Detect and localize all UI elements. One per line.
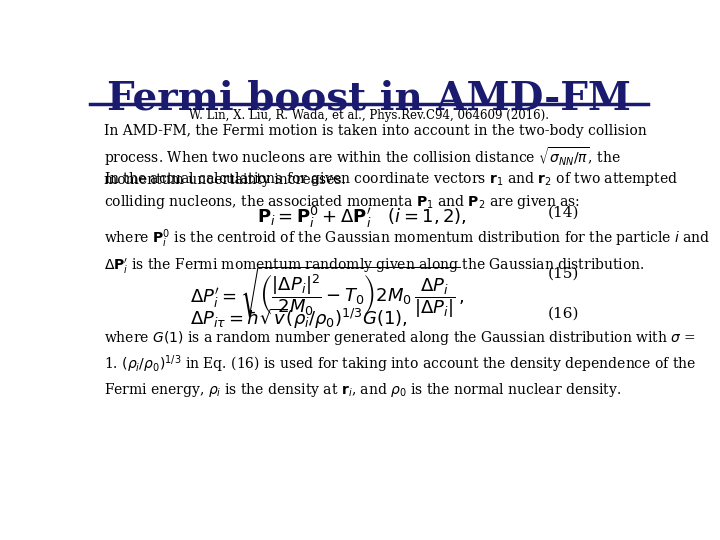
Text: In the actual calculations for given coordinate vectors $\mathbf{r}_1$ and $\mat: In the actual calculations for given coo… xyxy=(104,170,678,212)
Text: (16): (16) xyxy=(547,307,579,321)
Text: $\mathbf{P}_i = \mathbf{P}^0_i + \Delta\mathbf{P}^{\prime}_i \quad (i = 1, 2),$: $\mathbf{P}_i = \mathbf{P}^0_i + \Delta\… xyxy=(258,205,467,231)
Text: where $G(1)$ is a random number generated along the Gaussian distribution with $: where $G(1)$ is a random number generate… xyxy=(104,329,696,399)
Text: Fermi boost in AMD-FM: Fermi boost in AMD-FM xyxy=(107,79,631,117)
Text: $\Delta P_{i\tau} = \hbar\sqrt{v}(\rho_i/\rho_0)^{1/3} G(1),$: $\Delta P_{i\tau} = \hbar\sqrt{v}(\rho_i… xyxy=(190,307,408,331)
Text: $\Delta P^{\prime}_i = \sqrt{\left(\dfrac{|\Delta P_i|^2}{2M_0} - T_0\right) 2M_: $\Delta P^{\prime}_i = \sqrt{\left(\dfra… xyxy=(190,265,464,320)
Text: (14): (14) xyxy=(547,205,579,219)
Text: where $\mathbf{P}^0_i$ is the centroid of the Gaussian momentum distribution for: where $\mathbf{P}^0_i$ is the centroid o… xyxy=(104,228,711,275)
Text: (15): (15) xyxy=(547,266,579,280)
Text: W. Lin, X. Liu, R. Wada, et al., Phys.Rev.C94, 064609 (2016).: W. Lin, X. Liu, R. Wada, et al., Phys.Re… xyxy=(189,109,549,122)
Text: In AMD-FM, the Fermi motion is taken into account in the two-body collision
proc: In AMD-FM, the Fermi motion is taken int… xyxy=(104,124,647,187)
